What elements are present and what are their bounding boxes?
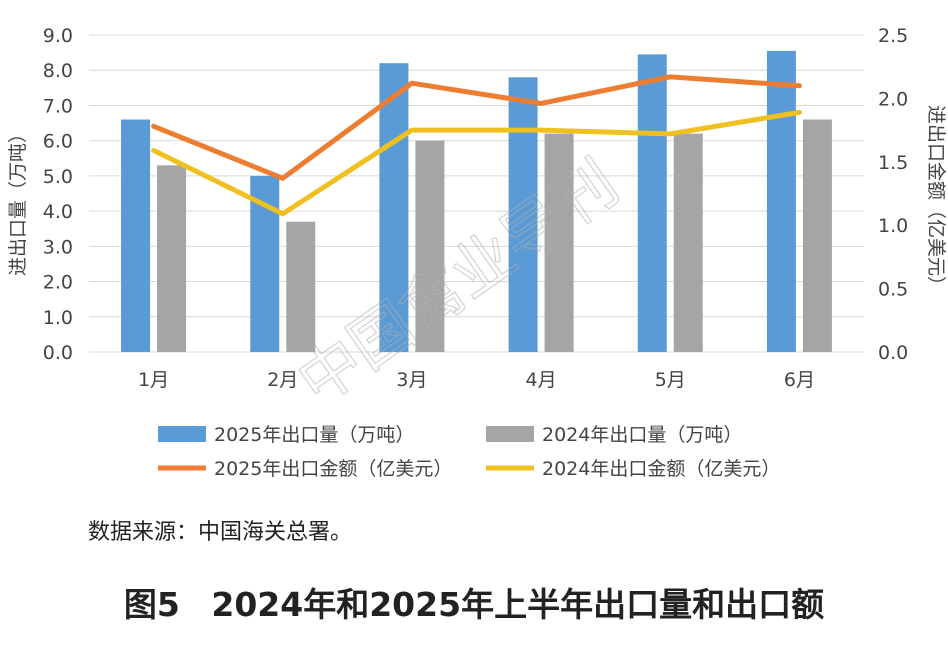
bar-2025-export-volume [121, 119, 151, 353]
y-left-tick-label: 2.0 [43, 272, 73, 294]
watermark: 中国禽业导刊 [284, 146, 631, 419]
x-tick-label: 5月 [655, 369, 686, 391]
bar-2025-export-volume [766, 50, 796, 352]
y-right-tick-label: 2.0 [878, 88, 908, 110]
y-right-tick-label: 2.5 [878, 25, 908, 47]
data-source-note: 数据来源：中国海关总署。 [88, 520, 353, 545]
x-tick-label: 2月 [267, 369, 298, 391]
line-2024-export-value [151, 109, 802, 217]
gridlines [89, 34, 864, 353]
x-tick-label: 4月 [526, 369, 557, 391]
bar-2024-export-volume [673, 133, 703, 352]
figure-title: 2024年和2025年上半年出口量和出口额 [211, 585, 825, 624]
y-left-tick-label: 7.0 [43, 95, 73, 117]
bar-2024-export-volume [544, 133, 574, 352]
y-right-tick-label: 0.0 [878, 342, 908, 364]
y-left-tick-label: 3.0 [43, 236, 73, 258]
bar-2025-export-volume [508, 77, 538, 353]
y-right-tick-label: 1.5 [878, 152, 908, 174]
line-2025-export-value [151, 74, 802, 181]
y-left-tick-label: 5.0 [43, 166, 73, 188]
bar-2025-export-volume [637, 54, 667, 352]
axis-ticks: 0.0 1.0 2.0 3.0 4.0 5.0 6.0 7.0 8.0 9.0 0.0 0.5 1.0 1… [43, 25, 908, 391]
legend: 2025年出口量（万吨） 2024年出口量（万吨） 2025年出口金额（亿美元） 20… [158, 424, 780, 480]
y-left-tick-label: 1.0 [43, 307, 73, 329]
line-series-group [151, 74, 802, 217]
y-left-tick-label: 0.0 [43, 342, 73, 364]
combo-chart: 0.0 1.0 2.0 3.0 4.0 5.0 6.0 7.0 8.0 9.0 0.0 0.5 1.0 1… [7, 25, 947, 480]
bar-series-group [121, 50, 832, 353]
y-left-tick-label: 6.0 [43, 131, 73, 153]
y-right-axis-title: 进出口金额（亿美元） [925, 105, 947, 295]
y-left-tick-label: 4.0 [43, 201, 73, 223]
bar-2025-export-volume [379, 63, 409, 353]
legend-label: 2025年出口金额（亿美元） [214, 458, 452, 480]
bar-2024-export-volume [802, 119, 832, 353]
legend-swatch [486, 426, 534, 442]
figure-number: 图5 [123, 585, 180, 624]
legend-label: 2024年出口量（万吨） [542, 424, 742, 446]
legend-label: 2024年出口金额（亿美元） [542, 458, 780, 480]
bar-2024-export-volume [286, 221, 316, 352]
y-left-axis-title: 进出口量（万吨） [7, 124, 29, 276]
x-tick-label: 6月 [784, 369, 815, 391]
y-right-tick-label: 1.0 [878, 215, 908, 237]
legend-label: 2025年出口量（万吨） [214, 424, 414, 446]
bar-2024-export-volume [415, 140, 445, 352]
figure-caption: 图5 2024年和2025年上半年出口量和出口额 [0, 578, 948, 626]
x-tick-label: 3月 [396, 369, 427, 391]
bar-2024-export-volume [157, 165, 187, 352]
x-tick-label: 1月 [138, 369, 169, 391]
y-left-tick-label: 9.0 [43, 25, 73, 47]
y-right-tick-label: 0.5 [878, 279, 908, 301]
y-left-tick-label: 8.0 [43, 60, 73, 82]
legend-swatch [158, 426, 206, 442]
